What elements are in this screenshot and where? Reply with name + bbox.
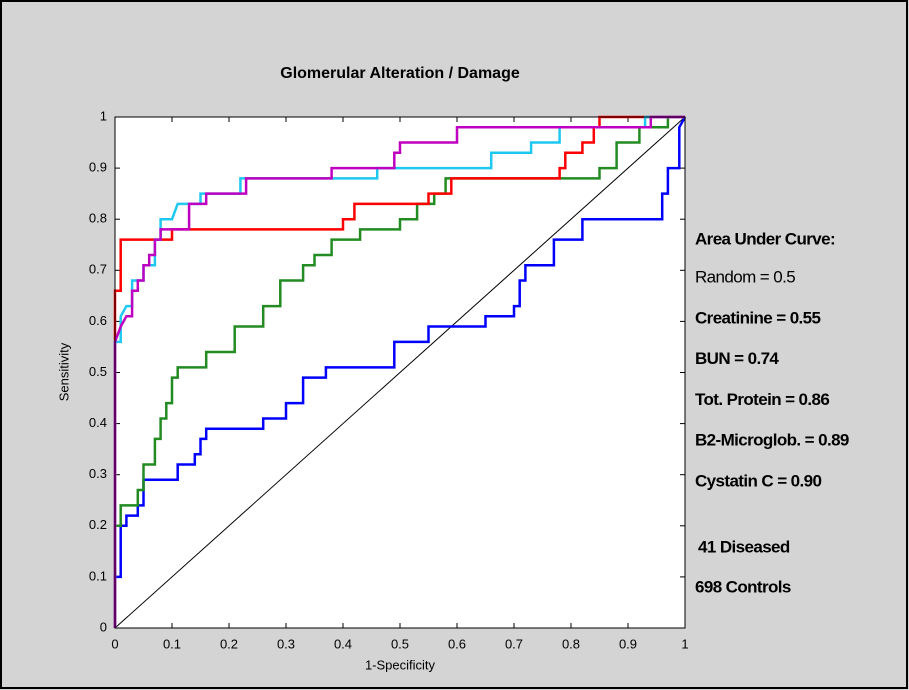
x-tick-label: 0.2 (220, 636, 238, 651)
legend-entry: Tot. Protein = 0.86 (695, 390, 829, 409)
y-tick-label: 0.8 (89, 211, 107, 226)
x-tick-label: 0.5 (391, 636, 409, 651)
y-tick-label: 0.4 (89, 415, 107, 430)
x-tick-label: 1 (681, 636, 688, 651)
axes-box (114, 116, 686, 629)
legend-entry: Random = 0.5 (695, 267, 795, 286)
x-tick-label: 0.8 (562, 636, 580, 651)
annotation: 41 Diseased (698, 537, 790, 556)
y-tick-label: 0.5 (89, 364, 107, 379)
series-line (114, 116, 686, 629)
legend-title: Area Under Curve: (695, 229, 835, 248)
y-tick-label: 0 (100, 619, 107, 634)
x-tick-label: 0.3 (277, 636, 295, 651)
legend-entry: BUN = 0.74 (695, 349, 779, 368)
y-tick-label: 0.9 (89, 160, 107, 175)
series-line (113, 116, 687, 628)
annotation: 698 Controls (695, 577, 791, 596)
x-tick-label: 0.7 (505, 636, 523, 651)
y-tick-label: 0.6 (89, 313, 107, 328)
y-axis-label: Sensitivity (56, 342, 71, 401)
legend-entry: Creatinine = 0.55 (695, 308, 821, 327)
x-tick-label: 0.9 (619, 636, 637, 651)
x-tick-label: 0.1 (163, 636, 181, 651)
y-tick-label: 0.1 (89, 568, 107, 583)
y-tick-label: 1 (100, 108, 107, 123)
y-tick-label: 0.2 (89, 517, 107, 532)
legend-entry: Cystatin C = 0.90 (695, 471, 821, 490)
y-tick-label: 0.3 (89, 466, 107, 481)
series-line (113, 115, 685, 628)
x-axis-label: 1-Specificity (365, 657, 436, 672)
y-tick-label: 0.7 (89, 262, 107, 277)
chart-title: Glomerular Alteration / Damage (280, 65, 520, 82)
x-tick-label: 0 (111, 636, 118, 651)
x-tick-label: 0.6 (448, 636, 466, 651)
x-tick-label: 0.4 (334, 636, 352, 651)
legend-entry: B2-Microglob. = 0.89 (695, 431, 849, 450)
series-line (113, 115, 685, 628)
